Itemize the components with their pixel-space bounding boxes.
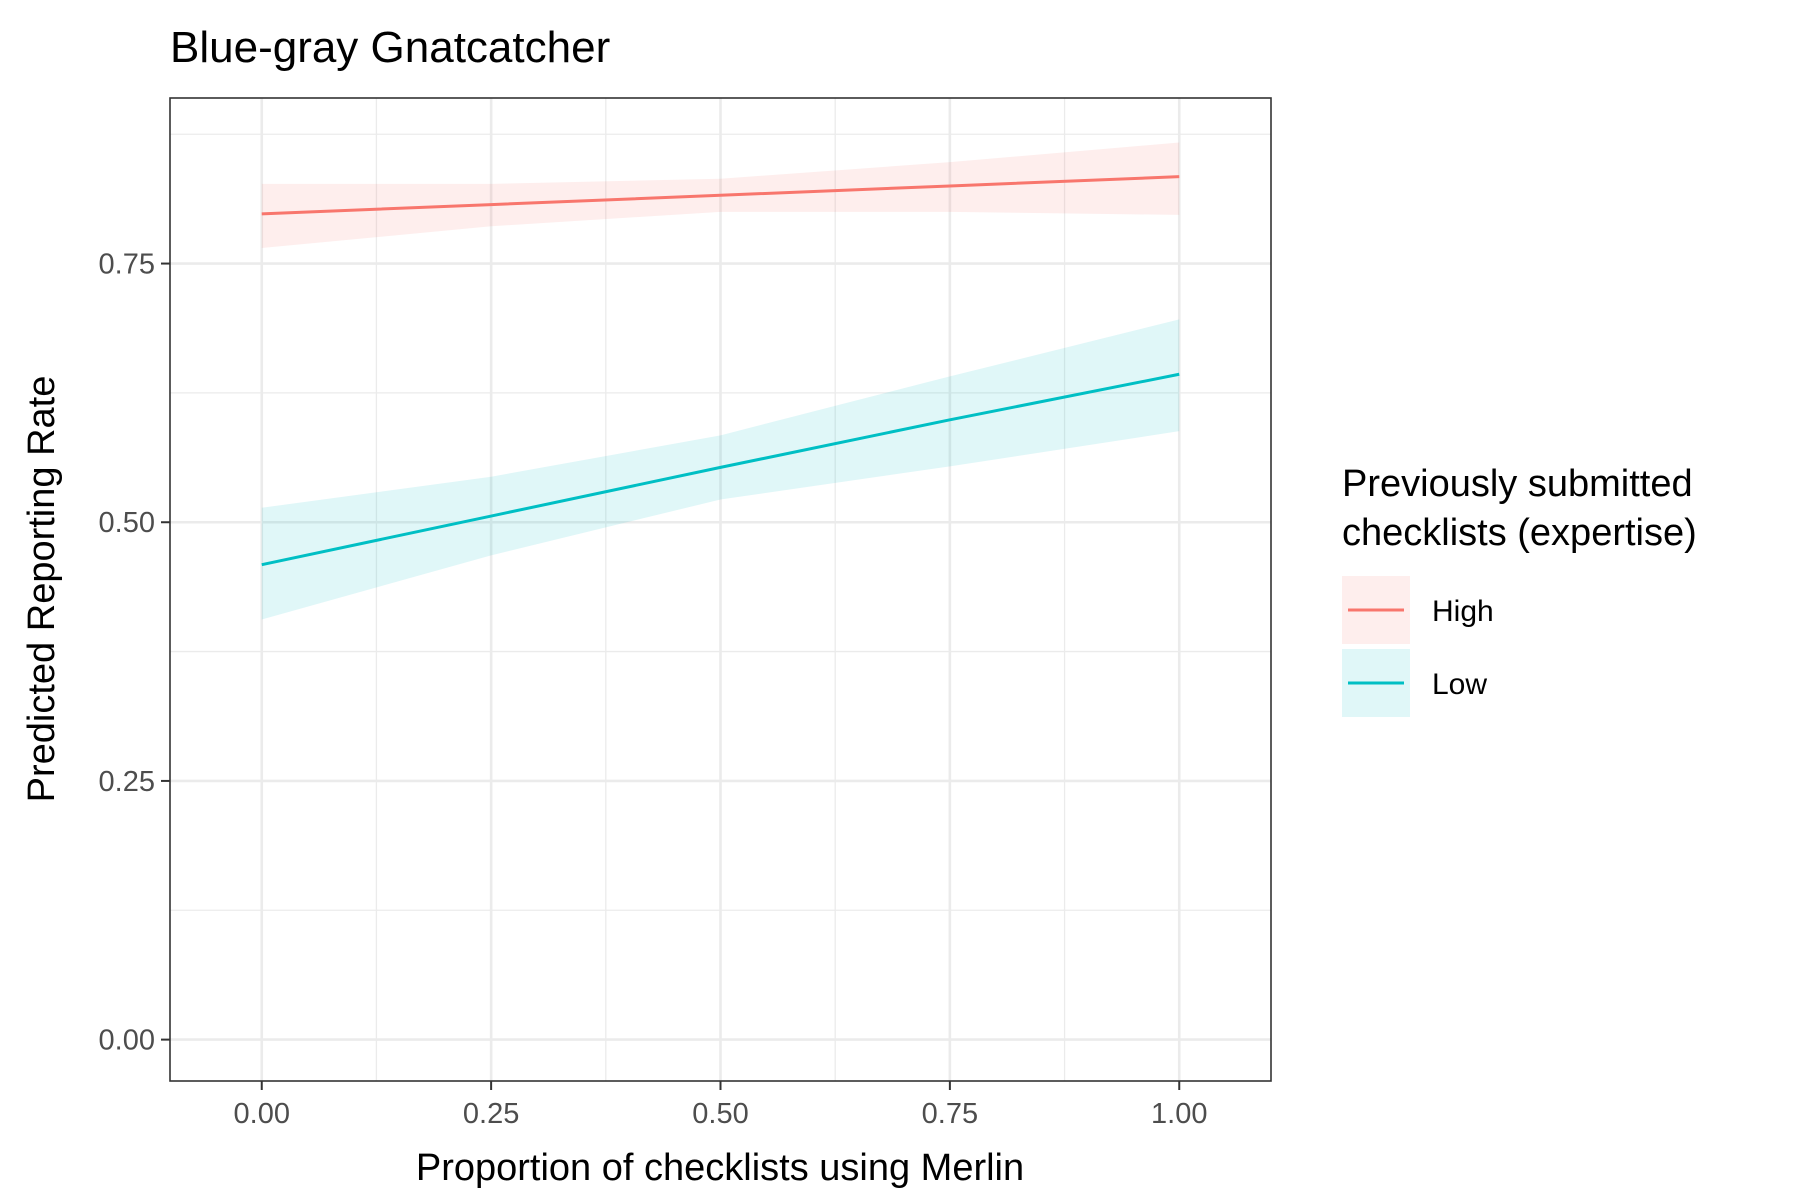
x-tick-label: 0.25 (463, 1098, 519, 1130)
x-tick-label: 1.00 (1151, 1098, 1207, 1130)
y-tick-label: 0.00 (99, 1025, 155, 1057)
x-tick-label: 0.00 (234, 1098, 290, 1130)
legend-title-line-1: Previously submitted (1342, 463, 1693, 505)
y-tick-label: 0.50 (99, 507, 155, 539)
legend: Previously submitted checklists (experti… (1342, 463, 1697, 717)
y-axis-title: Predicted Reporting Rate (21, 376, 63, 803)
legend-title-line-2: checklists (expertise) (1342, 512, 1697, 554)
x-tick-label: 0.75 (922, 1098, 978, 1130)
x-axis-title: Proportion of checklists using Merlin (416, 1147, 1024, 1189)
legend-label-high: High (1432, 595, 1494, 628)
series-line-layer (261, 175, 1180, 567)
x-tick-label: 0.50 (692, 1098, 748, 1130)
grid-layer (170, 98, 1271, 1081)
confidence-band-low (261, 319, 1180, 620)
y-tick-label: 0.75 (99, 249, 155, 281)
series-line-low (261, 372, 1180, 567)
chart-title: Blue-gray Gnatcatcher (170, 23, 610, 72)
y-tick-label: 0.25 (99, 766, 155, 798)
series-line-high (261, 175, 1180, 216)
axis-layer: 0.00 0.25 0.50 0.75 0.00 0.25 0.50 0.75 1.00 (99, 249, 1208, 1130)
legend-label-low: Low (1432, 668, 1487, 701)
